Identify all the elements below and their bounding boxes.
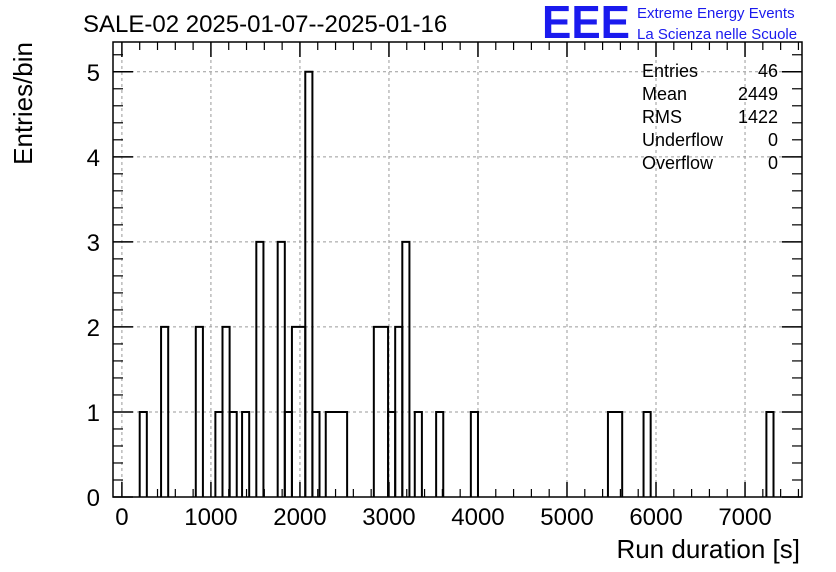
logo-mark: EEE	[542, 0, 630, 48]
stat-label-underflow: Underflow	[642, 130, 724, 150]
stat-value-entries: 46	[758, 61, 778, 81]
stat-label-mean: Mean	[642, 84, 687, 104]
histogram-bin-6	[241, 410, 251, 497]
logo-line-1: Extreme Energy Events	[637, 5, 795, 22]
histogram-bin-0	[138, 410, 148, 497]
stat-label-overflow: Overflow	[642, 153, 714, 173]
histogram-bin-13	[324, 410, 349, 497]
tick-labels: 0 1000 2000 3000 4000 5000 6000 7000 0 1 2 3 4 5	[87, 60, 772, 531]
histogram-bin-17	[401, 240, 411, 497]
y-tick-label: 2	[87, 315, 100, 342]
histogram-bin-21	[606, 410, 624, 497]
histogram-bin-3	[214, 410, 224, 497]
x-tick-label: 3000	[362, 504, 415, 531]
stat-value-rms: 1422	[738, 107, 778, 127]
eee-logo: EEE Extreme Energy Events La Scienza nel…	[542, 0, 797, 48]
x-tick-label: 6000	[629, 504, 682, 531]
logo-line-2: La Scienza nelle Scuole	[637, 26, 797, 43]
x-tick-label: 7000	[718, 504, 771, 531]
x-axis-label: Run duration [s]	[616, 534, 800, 564]
plot-frame	[112, 41, 803, 498]
stat-value-underflow: 0	[768, 130, 778, 150]
y-tick-label: 1	[87, 400, 100, 427]
x-tick-label: 4000	[451, 504, 504, 531]
y-tick-label: 5	[87, 60, 100, 87]
histogram-bin-23	[765, 410, 775, 497]
histogram-bin-12	[311, 410, 321, 497]
histogram-bin-19	[435, 410, 445, 497]
x-tick-label: 1000	[184, 504, 237, 531]
stat-value-overflow: 0	[768, 153, 778, 173]
histogram-bin-7	[255, 240, 265, 497]
stat-value-mean: 2449	[738, 84, 778, 104]
stat-label-rms: RMS	[642, 107, 682, 127]
x-tick-label: 0	[115, 504, 128, 531]
histogram-bin-8	[276, 240, 286, 497]
histogram-bin-5	[228, 410, 238, 497]
histogram-bin-9	[283, 410, 293, 497]
y-axis-label: Entries/bin	[8, 42, 38, 165]
histogram-bin-20	[469, 410, 479, 497]
chart-title: SALE-02 2025-01-07--2025-01-16	[83, 11, 447, 38]
x-tick-label: 5000	[540, 504, 593, 531]
y-tick-label: 4	[87, 145, 100, 172]
stats-box: Entries 46 Mean 2449 RMS 1422 Underflow 0 Overfl…	[642, 61, 778, 173]
histogram-bin-1	[160, 325, 170, 497]
histogram-bin-2	[194, 325, 204, 497]
axis-ticks	[113, 42, 802, 498]
histogram-bin-11	[304, 70, 314, 497]
histogram-bin-18	[413, 410, 423, 497]
histogram-bars	[138, 70, 775, 497]
x-tick-label: 2000	[273, 504, 326, 531]
histogram-bin-22	[642, 410, 652, 497]
y-tick-label: 0	[87, 485, 100, 512]
stat-label-entries: Entries	[642, 61, 698, 81]
y-tick-label: 3	[87, 230, 100, 257]
